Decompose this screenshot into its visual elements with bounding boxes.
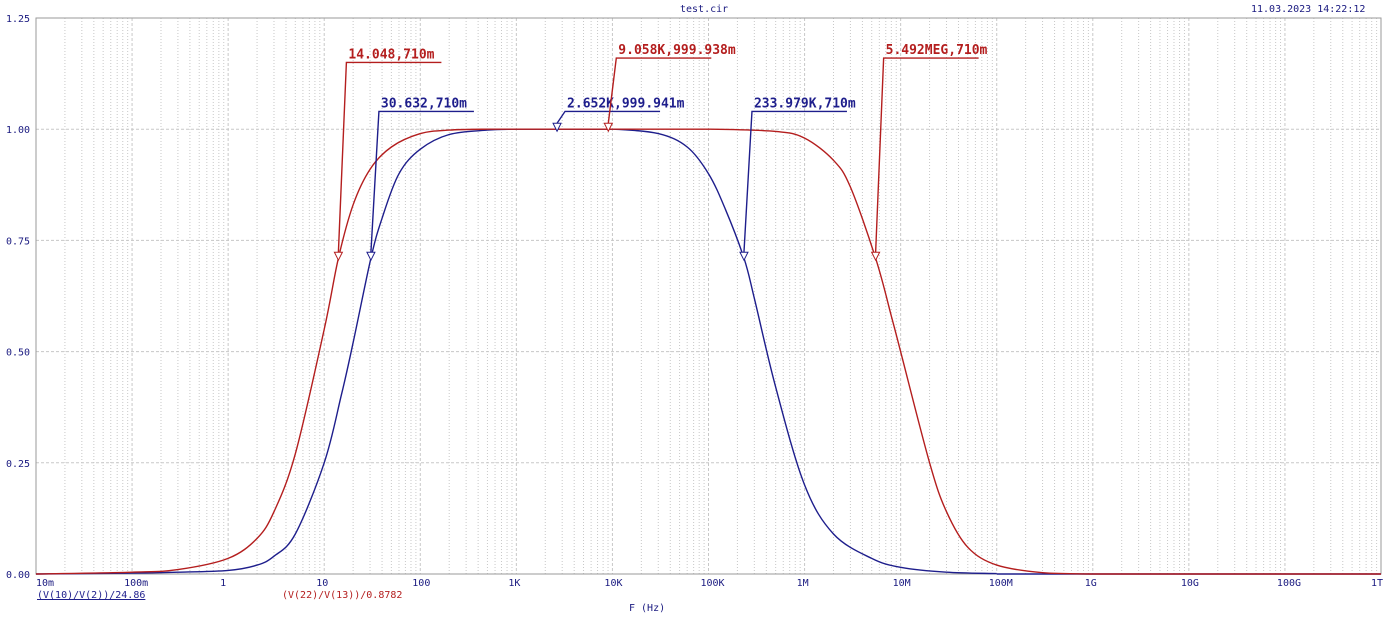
annotation-leader xyxy=(337,61,442,253)
legend-series-2: (V(22)/V(13))/0.8782 xyxy=(282,590,403,601)
x-tick-label: 1G xyxy=(1085,578,1097,589)
annotation-1: 14.048,710m xyxy=(333,47,442,262)
x-tick-label: 1T xyxy=(1371,578,1383,589)
annotation-leader xyxy=(874,57,979,253)
annotation-marker xyxy=(603,122,614,133)
annotation-leader xyxy=(607,57,712,124)
annotation-2: 30.632,710m xyxy=(366,96,474,262)
annotation-label: 233.979K,710m xyxy=(754,96,856,111)
grid xyxy=(35,17,1381,575)
series-layer xyxy=(35,128,1381,575)
x-tick-label: 1K xyxy=(508,578,520,589)
annotation-3: 2.652K,999.941m xyxy=(552,96,685,133)
x-tick-label: 10m xyxy=(36,578,54,589)
annotation-marker xyxy=(870,251,881,262)
annotation-marker xyxy=(333,251,344,262)
annotation-label: 14.048,710m xyxy=(348,47,434,62)
annotation-label: 9.058K,999.938m xyxy=(618,43,736,58)
annotations: 14.048,710m 30.632,710m 2.652K,999.941m 9.0… xyxy=(333,43,988,262)
series-2-line xyxy=(35,128,1093,575)
y-tick-label: 0.75 xyxy=(6,236,30,247)
annotation-label: 2.652K,999.941m xyxy=(567,96,685,111)
x-tick-label: 100 xyxy=(412,578,430,589)
x-tick-label: 100K xyxy=(701,578,725,589)
x-tick-label: 10K xyxy=(604,578,622,589)
x-axis-label: F (Hz) xyxy=(629,603,666,614)
annotation-4: 9.058K,999.938m xyxy=(603,43,736,133)
x-tick-label: 10 xyxy=(316,578,328,589)
annotation-5: 233.979K,710m xyxy=(739,96,856,262)
annotation-6: 5.492MEG,710m xyxy=(870,43,988,262)
annotation-leader xyxy=(743,110,847,253)
x-tick-label: 1 xyxy=(220,578,226,589)
x-tick-label: 100G xyxy=(1277,578,1301,589)
annotation-leader xyxy=(370,110,474,253)
annotation-marker xyxy=(366,251,376,262)
axes: 0.00 0.25 0.50 0.75 1.00 1.25 10m 100m 1 10 100 1K 1… xyxy=(6,14,1383,589)
y-tick-label: 0.25 xyxy=(6,459,30,470)
timestamp: 11.03.2023 14:22:12 xyxy=(1251,4,1366,15)
y-tick-label: 0.50 xyxy=(6,348,30,359)
x-tick-label: 10M xyxy=(893,578,911,589)
x-tick-label: 1M xyxy=(797,578,809,589)
y-tick-label: 1.00 xyxy=(6,125,30,136)
chart-title: test.cir xyxy=(680,4,729,15)
annotation-marker xyxy=(739,251,749,262)
legend-series-1: (V(10)/V(2))/24.86 xyxy=(37,590,146,601)
annotation-label: 30.632,710m xyxy=(381,96,467,111)
x-tick-label: 10G xyxy=(1181,578,1199,589)
annotation-marker xyxy=(552,122,562,133)
x-tick-label: 100M xyxy=(989,578,1013,589)
annotation-label: 5.492MEG,710m xyxy=(886,43,988,58)
plot-frame xyxy=(35,17,1382,575)
x-tick-label: 100m xyxy=(124,578,148,589)
y-tick-label: 0.00 xyxy=(6,570,30,581)
annotation-leader xyxy=(556,110,661,124)
y-tick-label: 1.25 xyxy=(6,14,30,25)
